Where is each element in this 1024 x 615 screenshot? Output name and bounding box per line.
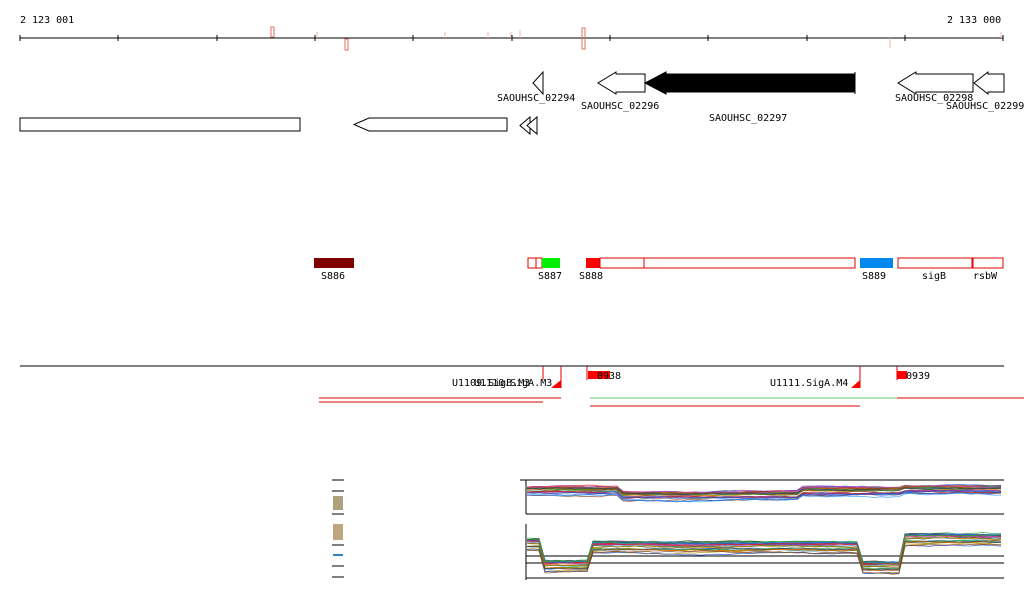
gene-feature[interactable]	[19, 117, 301, 132]
expression-curve	[526, 486, 1002, 495]
segment-feature[interactable]: sigB	[897, 257, 973, 282]
expression-curve	[526, 484, 1002, 494]
expression-curve	[526, 540, 1002, 571]
promoter-marker[interactable]: U1111.SigA.M4	[770, 366, 861, 389]
segment-feature[interactable]: S886	[314, 258, 354, 282]
segment-label: sigB	[922, 271, 946, 282]
gene-feature[interactable]: SAOUHSC_02296	[581, 71, 659, 112]
promoter-label: U1111.SigA.M4	[770, 378, 848, 389]
gene-feature[interactable]	[519, 115, 538, 136]
promoter-marker[interactable]: 0938	[586, 366, 621, 382]
gene-track: SAOUHSC_02294 SAOUHSC_02296 SAOUHSC_0229…	[19, 70, 1024, 136]
gene-feature[interactable]: SAOUHSC_02297	[643, 71, 856, 124]
expression-curve	[526, 534, 1002, 565]
expression-curve	[526, 536, 1002, 568]
expression-curve	[526, 490, 1002, 499]
promoter-marker[interactable]: U1109.SigB.M3 U1110.SigA.M3	[452, 366, 562, 389]
expression-track	[332, 479, 1004, 580]
gene-feature[interactable]	[352, 117, 508, 132]
segment-feature[interactable]: S887	[527, 257, 562, 282]
ruler-track: 2 123 001 2 133 000	[19, 15, 1004, 51]
expression-curve	[526, 537, 1002, 567]
ruler-start-label: 2 123 001	[20, 15, 74, 26]
segment-feature[interactable]: rsbW	[972, 257, 1004, 282]
segment-label: S889	[862, 271, 886, 282]
promoter-track: U1109.SigB.M3 U1110.SigA.M3 0938 U1111.S…	[20, 365, 1024, 407]
segment-feature[interactable]: S888	[579, 257, 856, 282]
promoter-label: U1109.SigB.M3	[452, 378, 530, 389]
expression-curve	[526, 543, 1002, 575]
segment-label: S886	[321, 271, 345, 282]
gene-label: SAOUHSC_02296	[581, 101, 659, 112]
expression-curve	[526, 492, 1001, 503]
expression-mini-legend	[332, 479, 344, 578]
gene-feature[interactable]: SAOUHSC_02298	[895, 71, 974, 104]
ruler-ticks	[19, 35, 1004, 41]
promoter-label: U1110.SigA.M3	[474, 378, 552, 389]
segment-label: S887	[538, 271, 562, 282]
gene-feature[interactable]: SAOUHSC_02299	[946, 70, 1024, 112]
gene-label: SAOUHSC_02298	[895, 93, 973, 104]
gene-label: SAOUHSC_02294	[497, 93, 575, 104]
promoter-label: 0939	[906, 371, 930, 382]
expression-upper-panel	[520, 479, 1004, 515]
expression-curve	[526, 487, 1001, 496]
segment-track: S886 S887 S888 S889 sigB rsbW	[314, 257, 1004, 282]
expression-curve	[526, 492, 1002, 503]
transcript-lines	[319, 397, 1024, 407]
promoter-label: 0938	[597, 371, 621, 382]
ruler-end-label: 2 133 000	[947, 15, 1001, 26]
gene-label: SAOUHSC_02299	[946, 101, 1024, 112]
gene-label: SAOUHSC_02297	[709, 113, 787, 124]
segment-label: rsbW	[973, 271, 998, 282]
expression-curve	[526, 542, 1002, 574]
gene-feature[interactable]: SAOUHSC_02294	[497, 70, 575, 104]
expression-lower-panel	[525, 524, 1004, 580]
segment-label: S888	[579, 271, 603, 282]
ruler-feature-marks	[270, 26, 1002, 51]
promoter-marker[interactable]: 0939	[896, 366, 930, 382]
expression-curve	[526, 534, 1001, 564]
expression-curve	[526, 544, 1002, 575]
segment-feature[interactable]: S889	[860, 258, 893, 282]
